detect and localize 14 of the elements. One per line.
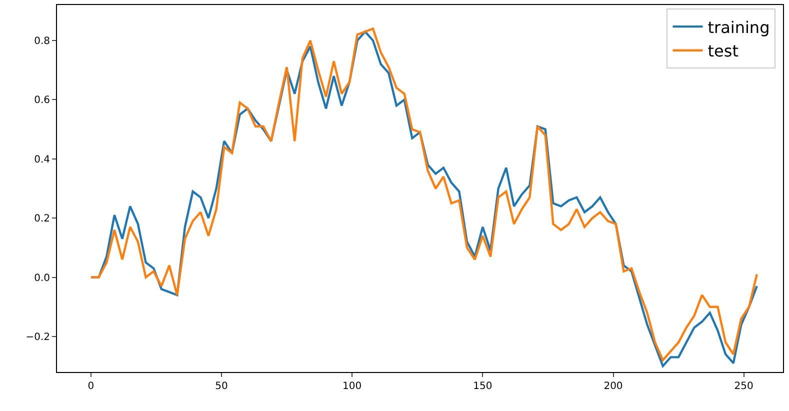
x-tick-label: 250 [734, 381, 754, 392]
x-tick-label: 200 [604, 381, 623, 392]
x-tick-label: 100 [342, 381, 362, 392]
y-tick-label: −0.2 [26, 332, 50, 343]
y-tick-label: 0.6 [34, 95, 50, 106]
x-tick-label: 0 [88, 381, 94, 392]
legend-label: test [708, 42, 738, 61]
y-tick-label: 0.0 [34, 272, 50, 284]
x-tick-label: 50 [215, 381, 228, 392]
legend-label: training [708, 18, 770, 37]
y-tick-label: 0.8 [34, 36, 50, 48]
x-tick-label: 150 [473, 381, 492, 392]
y-tick-label: 0.2 [34, 214, 50, 225]
y-tick-label: 0.4 [34, 154, 50, 166]
